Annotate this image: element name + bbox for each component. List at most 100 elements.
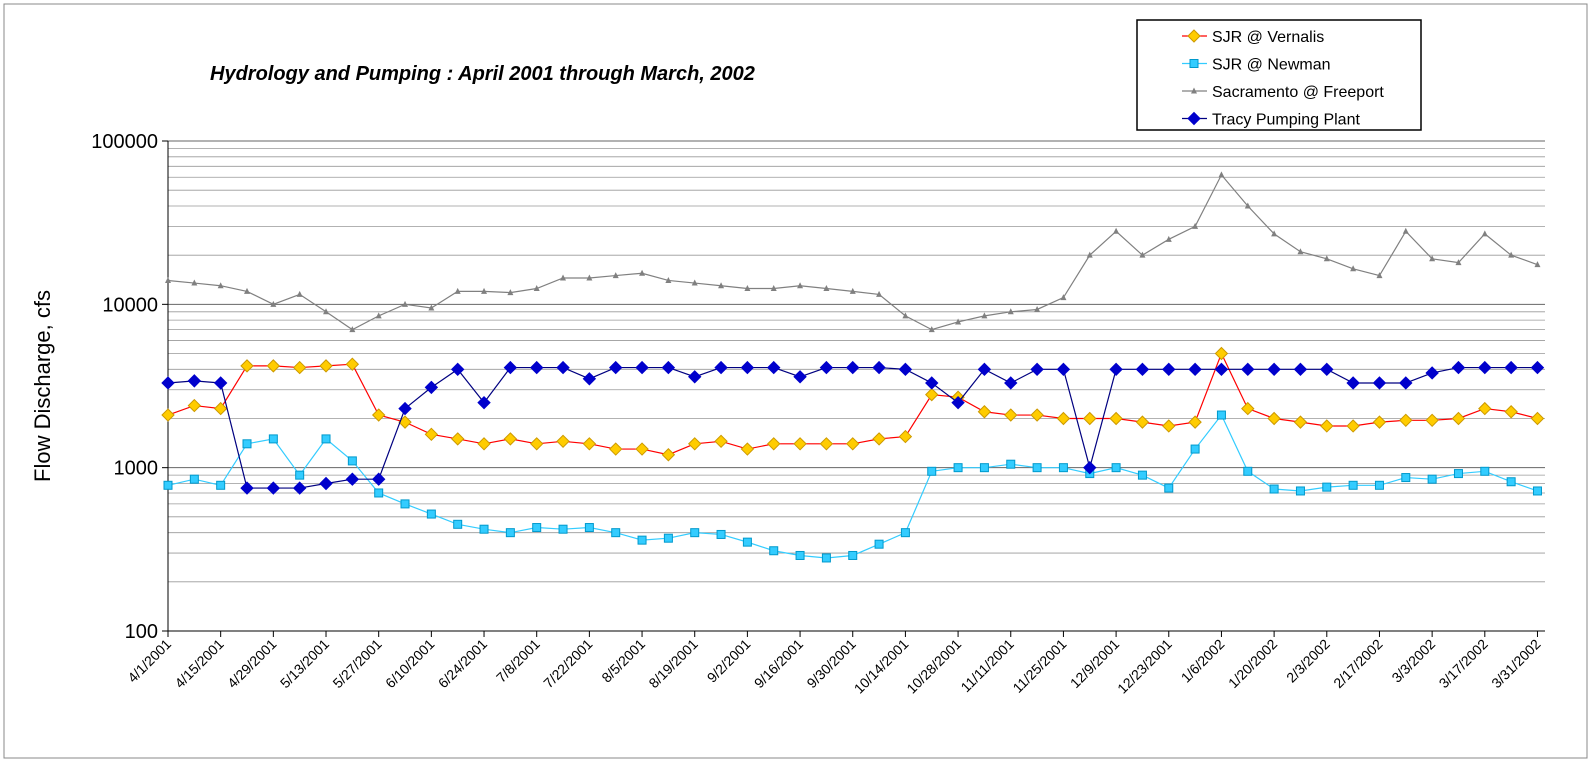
data-point [688, 437, 702, 451]
y-tick-label: 100 [125, 621, 158, 643]
data-point [187, 374, 202, 388]
data-point [213, 401, 228, 416]
data-point [637, 535, 647, 545]
data-point [1056, 362, 1071, 377]
data-point [1323, 255, 1330, 262]
data-point [1111, 463, 1121, 473]
data-point [691, 279, 698, 286]
data-point [1508, 251, 1515, 258]
data-point [1083, 411, 1097, 426]
data-point [981, 312, 988, 319]
data-point [319, 476, 333, 491]
data-point [819, 437, 834, 451]
data-point [925, 376, 939, 390]
data-point [872, 360, 886, 375]
data-point [375, 312, 382, 319]
data-point [1427, 474, 1437, 484]
data-point [1293, 415, 1308, 429]
data-point [823, 285, 830, 292]
data-point [165, 276, 171, 283]
data-point [1007, 308, 1014, 315]
data-point [558, 524, 568, 534]
data-point [242, 439, 252, 449]
data-point [371, 408, 386, 422]
data-point [426, 509, 436, 519]
data-point [1504, 405, 1518, 419]
data-point [1086, 251, 1093, 258]
data-point [582, 372, 597, 386]
data-point [400, 499, 410, 509]
data-point [189, 474, 199, 484]
data-point [402, 300, 409, 307]
data-point [374, 488, 384, 498]
data-point [900, 528, 910, 538]
data-point [424, 427, 439, 442]
data-point [161, 376, 175, 390]
data-point [1532, 486, 1542, 496]
data-point [1480, 466, 1490, 476]
data-point [1506, 477, 1516, 487]
data-point [582, 437, 597, 451]
data-point [876, 290, 883, 297]
legend-marker [1187, 111, 1201, 126]
data-point [1137, 470, 1147, 480]
data-point [819, 360, 834, 375]
data-point [977, 405, 992, 419]
data-point [846, 437, 860, 451]
data-point [240, 481, 254, 495]
data-point [187, 398, 202, 413]
data-point [1162, 419, 1176, 433]
data-point [661, 448, 676, 462]
data-point [1320, 362, 1334, 377]
data-point [1401, 473, 1411, 483]
data-point [1162, 362, 1176, 377]
data-point [1004, 408, 1018, 422]
data-point [1350, 265, 1357, 272]
data-point [1372, 376, 1387, 390]
data-point [769, 546, 779, 556]
data-point [1188, 415, 1202, 429]
data-point [955, 318, 962, 325]
data-point [714, 434, 728, 449]
data-point [872, 432, 886, 446]
data-point [927, 466, 937, 476]
data-point [347, 456, 357, 466]
data-point [450, 432, 465, 446]
data-point [505, 528, 515, 538]
data-point [1164, 483, 1174, 493]
data-point [529, 360, 544, 375]
data-point [1399, 413, 1413, 428]
data-point [268, 434, 278, 444]
data-point [1113, 227, 1120, 234]
data-point [1030, 362, 1044, 377]
data-point [1139, 251, 1146, 258]
data-point [902, 312, 909, 319]
data-point [292, 481, 307, 495]
data-point [560, 274, 567, 281]
data-point [217, 282, 224, 289]
data-point [718, 282, 725, 289]
data-point [1402, 227, 1409, 234]
data-point [1218, 171, 1225, 178]
data-point [1425, 366, 1439, 380]
data-point [295, 470, 305, 480]
data-point [1034, 305, 1041, 312]
data-point [1190, 444, 1200, 454]
data-point [296, 290, 303, 297]
data-point [163, 480, 173, 490]
data-point [532, 523, 542, 533]
data-point [1192, 222, 1199, 229]
legend-label: Tracy Pumping Plant [1212, 112, 1360, 129]
data-point [1165, 235, 1172, 242]
data-point [1374, 480, 1384, 490]
data-point [477, 437, 491, 451]
data-point [1267, 362, 1281, 377]
data-point [586, 274, 593, 281]
data-point [1271, 230, 1278, 237]
data-point [1060, 294, 1067, 301]
data-point [1244, 202, 1251, 209]
data-point [191, 279, 198, 286]
data-point [1241, 362, 1255, 377]
